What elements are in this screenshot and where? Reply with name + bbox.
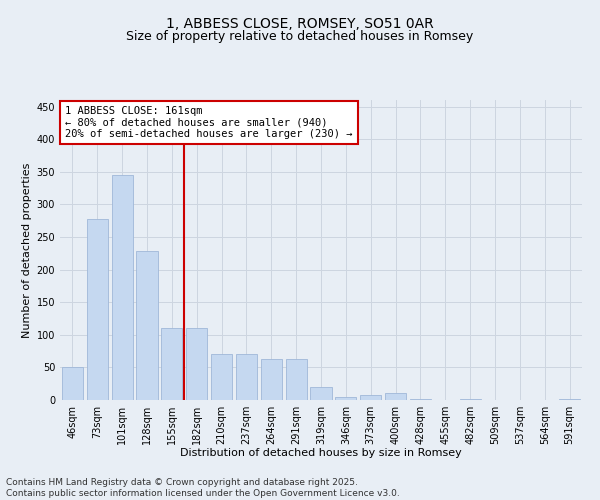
Bar: [559, 398, 580, 400]
Bar: [410, 398, 431, 400]
Bar: [261, 359, 282, 400]
X-axis label: Distribution of detached houses by size in Romsey: Distribution of detached houses by size …: [180, 448, 462, 458]
Y-axis label: Number of detached properties: Number of detached properties: [22, 162, 32, 338]
Text: 1 ABBESS CLOSE: 161sqm
← 80% of detached houses are smaller (940)
20% of semi-de: 1 ABBESS CLOSE: 161sqm ← 80% of detached…: [65, 106, 353, 139]
Text: Contains HM Land Registry data © Crown copyright and database right 2025.
Contai: Contains HM Land Registry data © Crown c…: [6, 478, 400, 498]
Text: Size of property relative to detached houses in Romsey: Size of property relative to detached ho…: [127, 30, 473, 43]
Bar: [286, 359, 307, 400]
Bar: [87, 218, 108, 400]
Text: 1, ABBESS CLOSE, ROMSEY, SO51 0AR: 1, ABBESS CLOSE, ROMSEY, SO51 0AR: [166, 18, 434, 32]
Bar: [136, 252, 158, 400]
Bar: [385, 394, 406, 400]
Bar: [161, 328, 182, 400]
Bar: [335, 396, 356, 400]
Bar: [360, 396, 381, 400]
Bar: [211, 354, 232, 400]
Bar: [236, 354, 257, 400]
Bar: [460, 398, 481, 400]
Bar: [112, 175, 133, 400]
Bar: [310, 387, 332, 400]
Bar: [62, 368, 83, 400]
Bar: [186, 328, 207, 400]
